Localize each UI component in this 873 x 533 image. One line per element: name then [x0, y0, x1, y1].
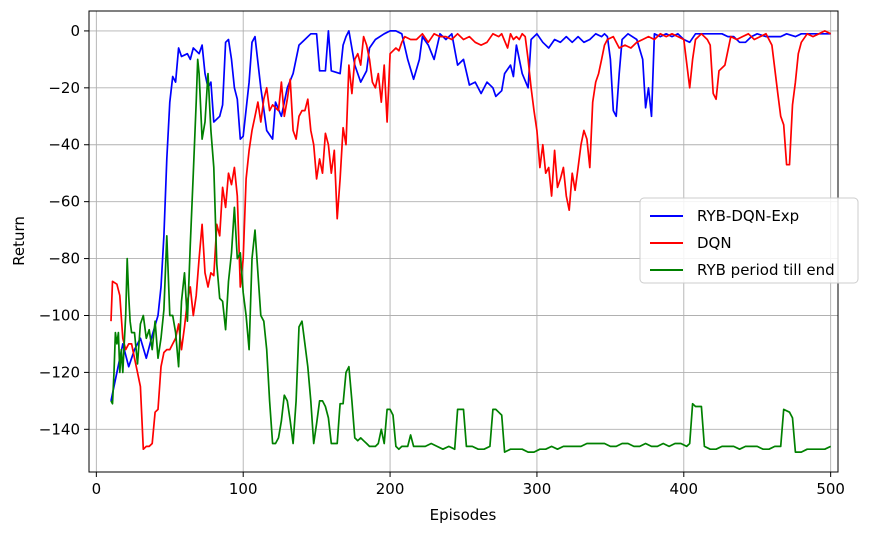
- x-tick-label: 100: [229, 480, 258, 498]
- legend-label-dqn: DQN: [697, 234, 732, 252]
- y-tick-label: −140: [39, 420, 80, 438]
- y-axis-label: Return: [10, 216, 28, 266]
- series-lines: [110, 30, 832, 453]
- y-tick-label: −40: [48, 136, 80, 154]
- series-line-ryb-period-till-end: [110, 58, 832, 453]
- x-axis-label: Episodes: [430, 506, 497, 524]
- x-tick-label: 400: [669, 480, 698, 498]
- x-tick-label: 500: [816, 480, 845, 498]
- y-tick-label: −100: [39, 306, 80, 324]
- axis-ticks: 0 100 200 300 400 500 0 −20 −40 −60 −80 −100 −120 −14…: [39, 22, 845, 498]
- y-tick-label: −120: [39, 363, 80, 381]
- legend-label-ryb-period-till-end: RYB period till end: [697, 261, 835, 279]
- x-tick-label: 0: [92, 480, 102, 498]
- legend-box: [639, 197, 859, 284]
- legend: RYB-DQN-Exp DQN RYB period till end: [639, 197, 859, 284]
- x-tick-label: 200: [376, 480, 405, 498]
- legend-label-ryb-dqn-exp: RYB-DQN-Exp: [697, 207, 799, 225]
- y-tick-label: −20: [48, 79, 80, 97]
- y-tick-label: 0: [70, 22, 80, 40]
- y-tick-label: −60: [48, 193, 80, 211]
- x-tick-label: 300: [523, 480, 552, 498]
- series-line-dqn: [110, 30, 832, 451]
- series-line-ryb-dqn-exp: [110, 30, 831, 402]
- y-tick-label: −80: [48, 250, 80, 268]
